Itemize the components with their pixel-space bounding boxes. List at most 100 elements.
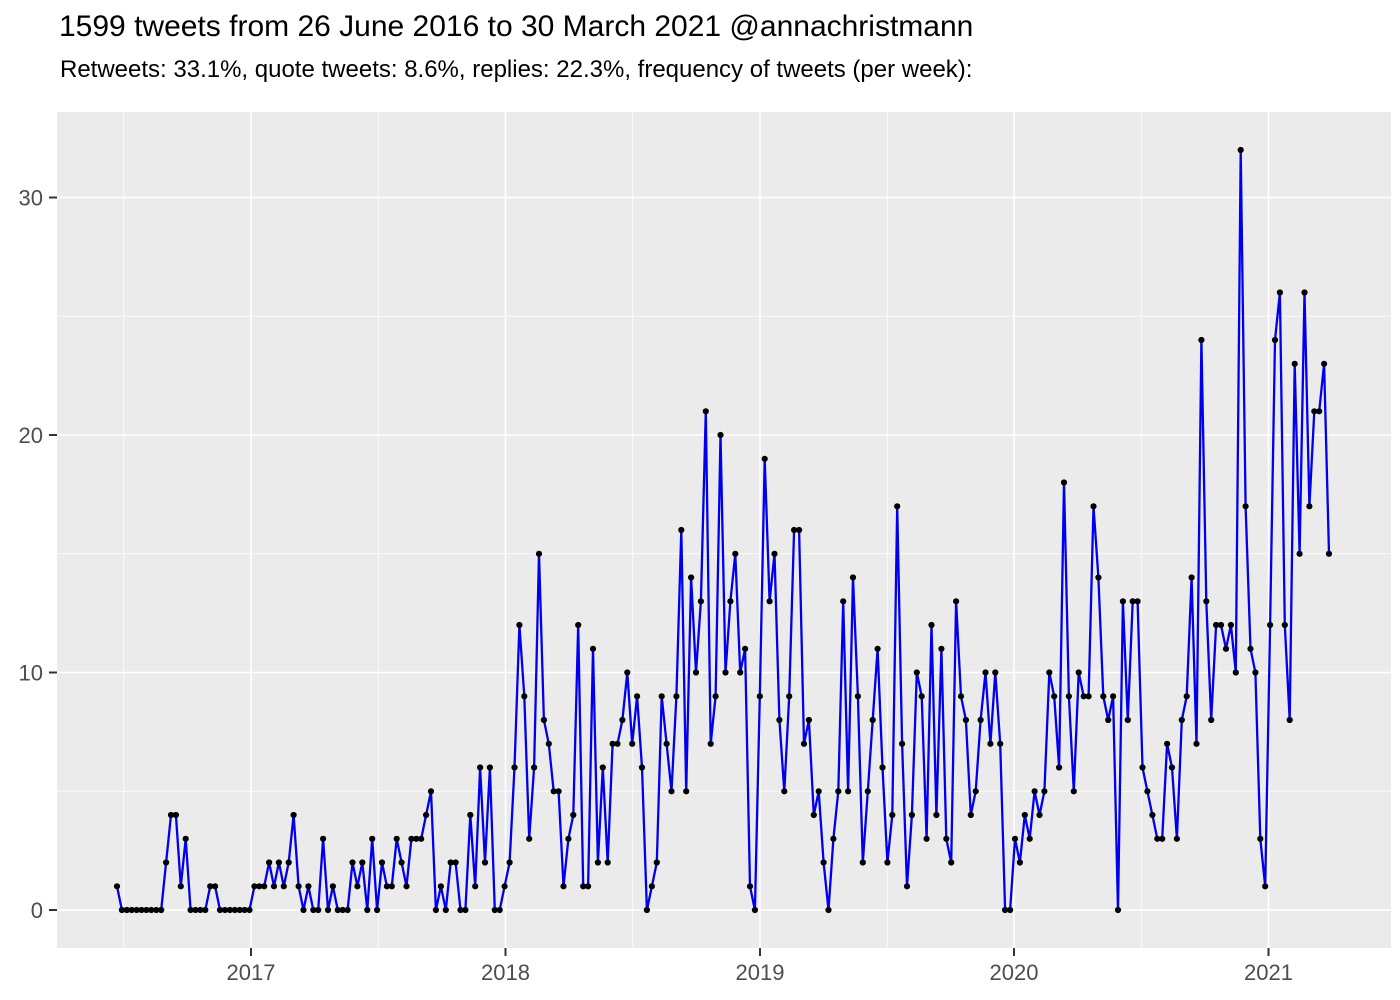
data-point — [820, 859, 827, 866]
data-point — [1306, 503, 1313, 510]
data-point — [732, 550, 739, 557]
data-point — [182, 835, 189, 842]
data-point — [1267, 621, 1274, 629]
data-point — [918, 693, 925, 700]
data-point — [751, 906, 759, 914]
data-point — [423, 811, 430, 819]
data-point — [197, 906, 204, 914]
data-point — [118, 906, 125, 914]
data-point — [403, 883, 410, 890]
data-point — [702, 408, 709, 415]
data-point — [1070, 788, 1077, 795]
data-point — [869, 716, 876, 724]
data-point — [128, 906, 135, 914]
data-point — [226, 906, 233, 914]
data-point — [697, 598, 705, 605]
data-point — [305, 883, 312, 890]
data-point — [236, 906, 243, 914]
data-point — [1051, 693, 1058, 700]
data-point — [1164, 740, 1171, 747]
data-point — [153, 906, 160, 914]
data-point — [604, 859, 611, 866]
data-point — [1257, 835, 1264, 842]
x-axis-label: 2021 — [1244, 960, 1293, 985]
data-point — [359, 859, 366, 866]
data-point — [540, 716, 548, 724]
data-point — [1188, 574, 1195, 581]
data-point — [1154, 835, 1161, 842]
data-point — [776, 716, 783, 724]
data-point — [948, 859, 955, 866]
data-point — [933, 811, 940, 819]
data-point — [1276, 289, 1283, 296]
data-point — [565, 835, 572, 842]
data-point — [212, 883, 219, 890]
data-point — [413, 835, 420, 842]
data-point — [957, 693, 965, 700]
data-point — [231, 906, 238, 914]
data-point — [521, 693, 528, 700]
data-point — [668, 788, 675, 795]
data-point — [427, 788, 435, 795]
data-point — [432, 906, 439, 914]
data-point — [967, 811, 974, 819]
data-point — [447, 859, 454, 866]
y-axis-label: 20 — [19, 423, 43, 448]
data-point — [275, 859, 282, 866]
data-point — [295, 883, 302, 890]
data-point — [123, 906, 130, 914]
data-point — [771, 550, 778, 557]
data-point — [580, 883, 587, 890]
data-point — [143, 906, 150, 914]
data-point — [619, 716, 626, 724]
data-point — [192, 906, 199, 914]
data-point — [280, 883, 287, 890]
data-point — [1252, 669, 1259, 676]
data-point — [1237, 146, 1244, 154]
data-point — [742, 645, 749, 652]
data-point — [746, 883, 754, 890]
data-point — [1311, 408, 1318, 415]
data-point — [1168, 764, 1176, 771]
data-point — [555, 788, 562, 795]
data-point — [383, 883, 390, 890]
data-point — [938, 645, 945, 652]
data-point — [653, 859, 660, 866]
chart-subtitle: Retweets: 33.1%, quote tweets: 8.6%, rep… — [60, 56, 973, 83]
data-point — [113, 883, 121, 890]
data-point — [300, 906, 307, 914]
data-point — [815, 788, 822, 795]
data-point — [1213, 621, 1220, 629]
tweets-line-series — [115, 148, 1331, 912]
data-point — [1090, 503, 1097, 510]
data-point — [261, 883, 268, 890]
data-point — [491, 906, 498, 914]
data-point — [830, 835, 837, 842]
data-point — [805, 716, 813, 724]
data-point — [1060, 479, 1068, 486]
data-point — [977, 716, 984, 724]
data-point — [177, 883, 184, 890]
data-point — [879, 764, 886, 771]
data-point — [692, 669, 700, 676]
data-point — [344, 906, 351, 914]
data-point — [1178, 716, 1185, 724]
data-point — [315, 906, 322, 914]
data-point — [717, 431, 724, 439]
data-point — [1075, 669, 1082, 676]
data-point — [1301, 289, 1308, 296]
plot-panel — [57, 112, 1391, 948]
data-point — [437, 883, 444, 890]
data-point — [707, 740, 714, 747]
data-point — [1011, 835, 1019, 842]
data-point — [1325, 550, 1333, 557]
data-point — [334, 906, 341, 914]
data-point — [138, 906, 145, 914]
data-point — [899, 740, 906, 747]
data-point — [756, 693, 763, 700]
data-point — [629, 740, 636, 747]
data-point — [531, 764, 538, 771]
data-point — [673, 693, 680, 700]
data-point — [1114, 906, 1122, 914]
